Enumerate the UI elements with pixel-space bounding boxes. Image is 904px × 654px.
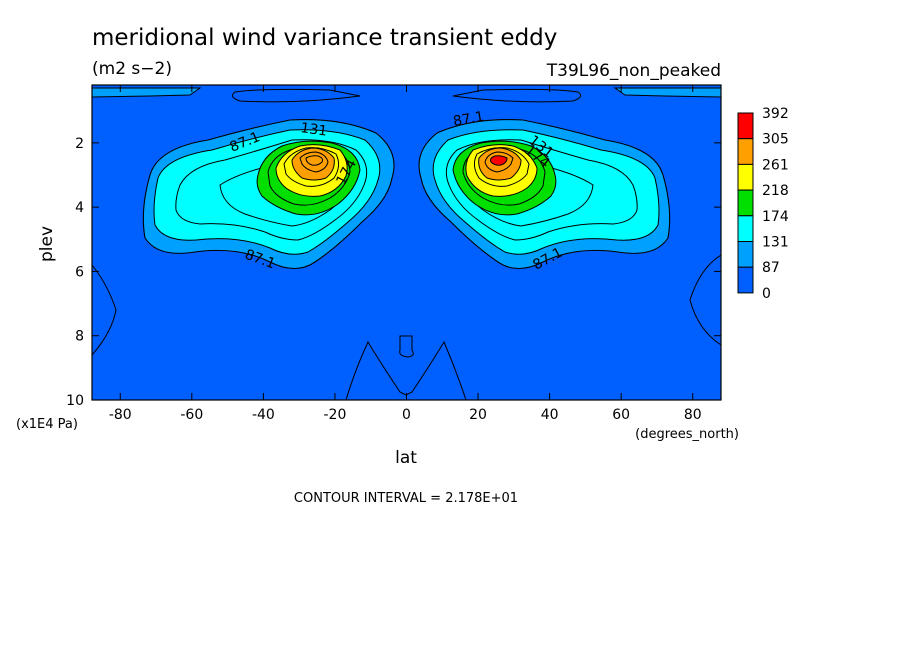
contour-label: 87.1 [452,109,485,130]
chart-title: meridional wind variance transient eddy [92,25,557,51]
left-lobe [142,119,395,270]
x-tick-label: 0 [402,407,411,423]
colorbar-label: 392 [762,106,789,122]
x-tick-label: 80 [684,407,702,423]
contour-level-196 [462,145,546,206]
contour-field [92,85,721,400]
colorbar-swatch [737,266,754,294]
contour-level-305 [305,155,323,166]
lower-contour-line [399,335,414,358]
colorbar-label: 218 [762,183,789,199]
colorbar-label: 305 [762,132,789,148]
x-tick-label: 60 [612,407,630,423]
y-tick-label: 2 [75,136,84,152]
contour-level-283 [299,151,329,173]
top-strip-contour [613,87,721,98]
lower-contour-line [689,254,721,346]
x-tick-label: 40 [541,407,559,423]
colorbar-swatch [737,215,754,243]
contour-level-305 [490,155,508,166]
x-tick-label: -40 [252,407,275,423]
contour-level-261 [291,147,335,181]
top-center-contour [231,88,361,103]
colorbar-swatch [737,189,754,217]
y-tick-label: 8 [75,329,84,345]
top-strip-contour [92,87,202,98]
lower-contour-line [92,264,117,356]
run-label: T39L96_non_peaked [546,61,721,81]
y-tick-label: 4 [75,200,84,216]
top-center-contour [452,88,582,103]
contour-label: 131 [299,120,328,140]
x-axis-units: (degrees_north) [635,427,739,442]
colorbar-label: 261 [762,157,789,173]
colorbar-label: 87 [762,260,780,276]
colorbar-swatch [737,241,754,268]
y-tick-label: 10 [66,393,84,409]
y-axis-units: (x1E4 Pa) [16,417,78,432]
contour-level-283 [484,151,514,173]
colorbar-label: 174 [762,209,789,225]
contour-level-196 [267,145,351,206]
x-tick-label: -20 [324,407,347,423]
x-tick-label: -60 [180,407,203,423]
colorbar-label: 0 [762,286,771,302]
y-axis-label: plev [37,226,57,262]
colorbar-swatch [737,163,754,191]
x-axis: -80 -60 -40 -20 0 20 40 60 80 [109,85,702,423]
colorbar-label: 131 [762,235,789,251]
colorbar-swatch [737,138,754,165]
colorbar-swatch [737,112,754,140]
colorbar: 392 305 261 218 174 131 87 0 [737,106,789,302]
y-tick-label: 6 [75,264,84,280]
chart-units: (m2 s−2) [92,59,172,79]
right-lobe [418,119,671,270]
y-axis: 2 4 6 8 10 [66,136,721,409]
contour-level-240 [283,147,340,187]
x-tick-label: 20 [469,407,487,423]
contour-level-240 [473,147,530,187]
x-axis-label: lat [395,448,417,468]
x-tick-label: -80 [109,407,132,423]
contour-interval: CONTOUR INTERVAL = 2.178E+01 [294,491,518,506]
